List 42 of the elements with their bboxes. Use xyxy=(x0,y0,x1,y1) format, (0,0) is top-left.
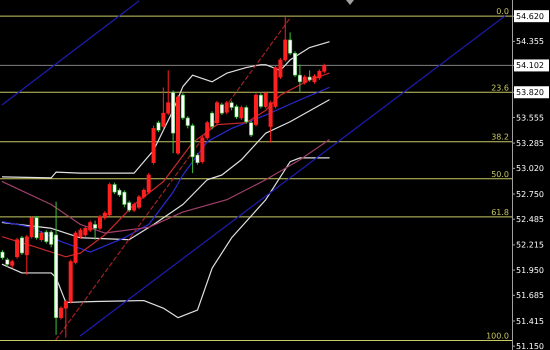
y-tick-label: 51.415 xyxy=(516,316,544,326)
candlestick xyxy=(308,70,312,82)
line-series xyxy=(2,157,330,318)
y-tick-label: 52.485 xyxy=(516,215,544,224)
candlestick xyxy=(220,102,224,116)
annotation: 0.0 xyxy=(496,7,509,16)
y-tick-label: 53.020 xyxy=(516,164,544,174)
line-series xyxy=(2,41,330,178)
candlestick xyxy=(210,110,214,130)
y-tick-label: 54.355 xyxy=(516,37,544,46)
candlestick xyxy=(224,100,229,115)
y-tick-label: 53.285 xyxy=(516,138,544,148)
candlestick xyxy=(0,250,4,260)
candlestick xyxy=(15,237,20,260)
candlestick xyxy=(5,257,10,268)
y-tick-label: 51.685 xyxy=(516,291,544,300)
candlestick xyxy=(258,92,263,109)
candlestick xyxy=(34,215,39,240)
y-tick-label: 52.750 xyxy=(516,190,544,199)
annotation: 61.8 xyxy=(491,208,509,217)
candlestick xyxy=(302,74,307,86)
y-tick-label: 54.620 xyxy=(516,12,544,21)
candlestick xyxy=(20,235,24,256)
line-series xyxy=(2,139,330,234)
y-tick-label: 53.820 xyxy=(516,88,544,98)
y-tick-label: 54.102 xyxy=(516,61,544,70)
annotation: 100.0 xyxy=(486,331,509,340)
candlestick xyxy=(239,105,244,120)
y-tick-label: 52.215 xyxy=(516,240,544,250)
candlestick xyxy=(214,100,219,126)
candlestick xyxy=(93,220,98,240)
y-tick-label: 51.150 xyxy=(516,342,544,350)
annotation: 38.2 xyxy=(491,132,509,142)
candlestick xyxy=(249,120,254,138)
annotation: 23.6 xyxy=(491,83,509,92)
candlestick xyxy=(244,105,248,124)
y-tick-label: 53.555 xyxy=(516,113,544,122)
line-series xyxy=(2,99,330,240)
y-tick-label: 51.950 xyxy=(516,266,544,275)
annotation: 50.0 xyxy=(491,170,509,179)
candlestick xyxy=(156,120,160,133)
candlestick xyxy=(39,230,44,242)
